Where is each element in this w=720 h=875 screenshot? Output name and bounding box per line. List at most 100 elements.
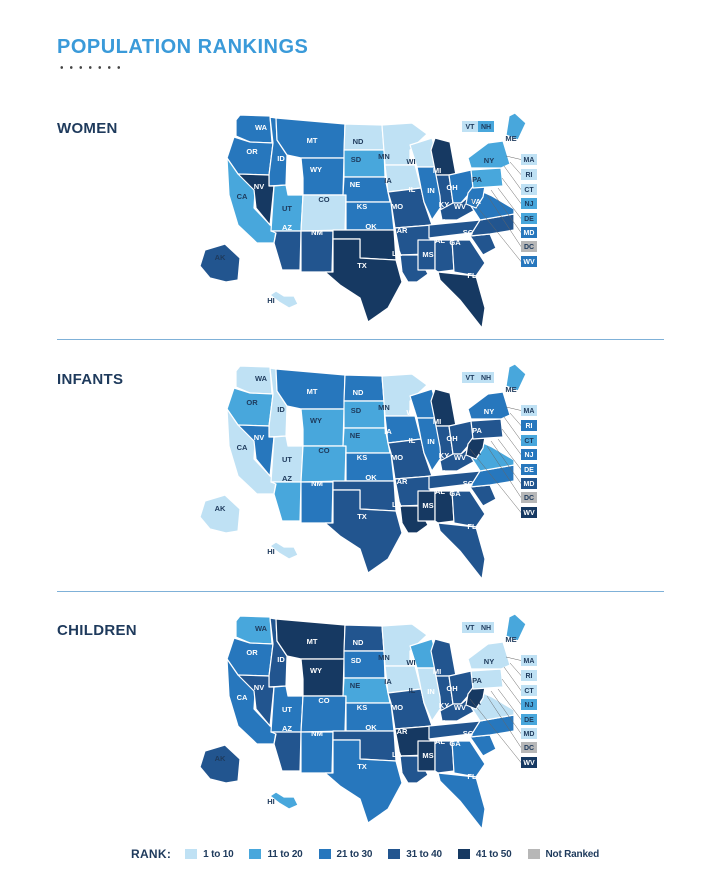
- state-label-il: IL: [409, 185, 416, 194]
- leader-line: [501, 428, 522, 455]
- state-label-ms: MS: [422, 501, 433, 510]
- state-ny: [467, 140, 511, 169]
- state-me: [505, 112, 527, 141]
- state-label-ga: GA: [449, 489, 461, 498]
- state-label-tx: TX: [357, 261, 367, 270]
- state-label-wv: WV: [454, 703, 466, 712]
- state-nm: [300, 230, 334, 273]
- leader-line: [509, 662, 522, 676]
- state-label-mi: MI: [433, 667, 441, 676]
- state-ga: [451, 239, 486, 277]
- state-label-wy: WY: [310, 416, 322, 425]
- state-label-ok: OK: [365, 473, 377, 482]
- state-label-nc: NC: [467, 214, 478, 223]
- legend-swatch: [527, 849, 540, 859]
- state-box-label-de: DE: [524, 467, 534, 474]
- state-label-wa: WA: [255, 374, 268, 383]
- state-wy: [300, 658, 345, 697]
- state-label-ny: NY: [484, 407, 494, 416]
- leader-line: [497, 187, 522, 219]
- state-wy: [300, 157, 345, 196]
- leader-line: [490, 440, 522, 484]
- state-label-nc: NC: [467, 465, 478, 474]
- map-children: WA OR CA ID NV UT AZ MT WY CO NM ND SD NE KS OK TX MN IA MO…: [199, 613, 537, 830]
- state-box-label-wv: WV: [523, 510, 535, 517]
- state-box-nj: [521, 198, 537, 209]
- state-label-nd: ND: [353, 638, 364, 647]
- state-nm: [300, 731, 334, 774]
- state-label-ia: IA: [384, 427, 392, 436]
- state-label-ia: IA: [384, 176, 392, 185]
- state-label-la: LA: [392, 249, 403, 258]
- state-label-ak: AK: [215, 253, 226, 262]
- legend-swatch: [457, 849, 470, 859]
- state-label-ks: KS: [357, 453, 367, 462]
- state-label-nd: ND: [353, 137, 364, 146]
- leader-line: [469, 197, 522, 262]
- state-az: [270, 481, 302, 522]
- state-label-pa: PA: [472, 426, 482, 435]
- state-box-label-ma: MA: [524, 408, 535, 415]
- state-box-ri: [521, 670, 537, 681]
- state-label-me: ME: [505, 134, 516, 143]
- state-label-co: CO: [318, 195, 329, 204]
- state-box-label-dc: DC: [524, 495, 534, 502]
- leader-line: [497, 438, 522, 470]
- state-label-ga: GA: [449, 238, 461, 247]
- state-label-nm: NM: [311, 228, 323, 237]
- state-label-me: ME: [505, 385, 516, 394]
- state-al: [434, 740, 455, 774]
- state-box-wv: [521, 757, 537, 768]
- leader-line: [469, 698, 522, 763]
- state-ny: [467, 641, 511, 670]
- section-divider: [57, 591, 664, 592]
- section-title-children: CHILDREN: [57, 622, 137, 639]
- state-nv: [237, 173, 275, 226]
- section-title-infants: INFANTS: [57, 371, 124, 388]
- state-label-ky: KY: [439, 200, 449, 209]
- state-hi: [269, 791, 299, 810]
- state-box-label-wv: WV: [523, 259, 535, 266]
- state-box-label-vt: VT: [466, 625, 476, 632]
- state-box-dc: [521, 492, 537, 503]
- leader-line: [503, 666, 522, 691]
- state-label-tx: TX: [357, 512, 367, 521]
- state-label-mt: MT: [307, 637, 318, 646]
- leader-line: [505, 155, 522, 160]
- state-label-tn: TN: [435, 468, 445, 477]
- state-fl: [437, 271, 486, 329]
- state-ak: [199, 243, 241, 283]
- state-label-nv: NV: [254, 182, 264, 191]
- state-box-md: [521, 728, 537, 739]
- legend-item-rank-21-30: 21 to 30: [318, 849, 372, 860]
- legend-label: 41 to 50: [475, 848, 512, 860]
- state-label-sd: SD: [351, 155, 362, 164]
- state-label-ks: KS: [357, 202, 367, 211]
- state-label-wi: WI: [406, 157, 415, 166]
- state-fl: [437, 772, 486, 830]
- state-label-hi: HI: [267, 797, 275, 806]
- state-box-label-wv: WV: [523, 760, 535, 767]
- state-label-wa: WA: [255, 624, 268, 633]
- state-label-me: ME: [505, 635, 516, 644]
- state-box-de: [521, 714, 537, 725]
- state-box-ct: [521, 184, 537, 195]
- leader-line: [501, 177, 522, 204]
- leader-line: [503, 416, 522, 441]
- state-box-de: [521, 464, 537, 475]
- state-az: [270, 731, 302, 772]
- state-label-tx: TX: [357, 762, 367, 771]
- state-label-sc: SC: [463, 228, 474, 237]
- state-label-ms: MS: [422, 751, 433, 760]
- legend-item-not-ranked: Not Ranked: [527, 849, 599, 860]
- state-label-sd: SD: [351, 656, 362, 665]
- state-box-label-nh: NH: [481, 625, 491, 632]
- state-label-mo: MO: [391, 202, 403, 211]
- state-az: [270, 230, 302, 271]
- state-box-label-nj: NJ: [525, 201, 534, 208]
- leader-line: [501, 678, 522, 705]
- leader-line: [490, 189, 522, 233]
- state-box-label-vt: VT: [466, 375, 476, 382]
- state-label-sc: SC: [463, 729, 474, 738]
- state-label-ny: NY: [484, 156, 494, 165]
